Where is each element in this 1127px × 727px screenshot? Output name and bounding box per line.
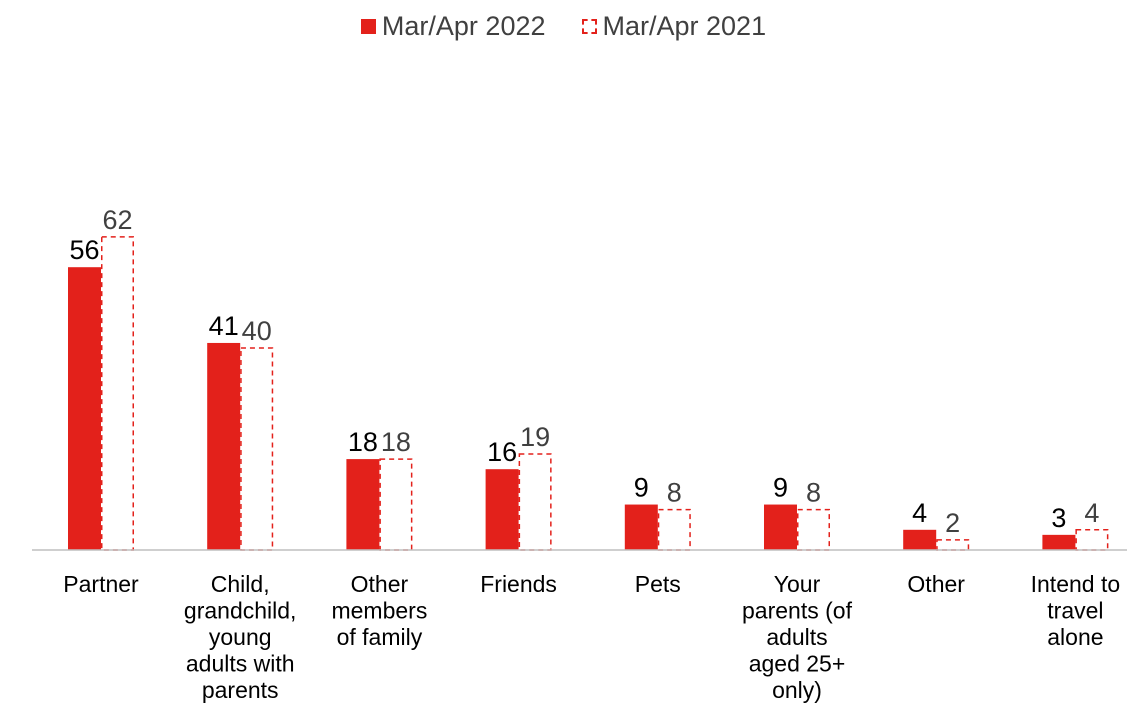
bar-2021-pets: [657, 508, 691, 551]
legend-swatch-dashed: [581, 18, 597, 34]
category-label-line: aged 25+: [749, 651, 846, 677]
value-label-2021-other-family: 18: [381, 427, 411, 457]
category-label-line: adults: [766, 624, 827, 650]
bar-2021-other-family: [379, 458, 413, 551]
bar-2021-travel-alone: [1075, 529, 1109, 551]
category-label-line: young: [209, 624, 272, 650]
legend-label-2022: Mar/Apr 2022: [381, 10, 546, 41]
category-label-line: parents: [202, 677, 279, 703]
bar-2021-partner: [101, 236, 134, 551]
value-label-2022-other: 4: [912, 498, 927, 528]
category-label-line: only): [772, 677, 822, 703]
bar-2022-friends: [485, 469, 519, 550]
category-label-line: grandchild,: [184, 598, 297, 624]
value-label-2022-pets: 9: [634, 473, 649, 503]
category-label-line: adults with: [186, 651, 295, 677]
category-label-line: Partner: [63, 571, 139, 597]
category-label-line: Intend to: [1031, 571, 1121, 597]
category-label-other-family: Other members of family: [331, 571, 427, 650]
legend-item-2021: Mar/Apr 2021: [581, 10, 767, 42]
value-label-2022-child: 41: [209, 311, 239, 341]
bar-2021-friends: [518, 453, 552, 551]
legend-label-2021: Mar/Apr 2021: [602, 10, 767, 41]
category-label-child: Child, grandchild, young adults with parents: [184, 571, 297, 703]
category-label-line: travel: [1047, 598, 1103, 624]
category-label-friends: Friends: [480, 571, 557, 597]
legend: Mar/Apr 2022 Mar/Apr 2021: [0, 8, 1127, 44]
value-label-2022-other-family: 18: [348, 427, 378, 457]
value-label-2021-child: 40: [242, 316, 272, 346]
value-label-2021-partner: 62: [102, 205, 132, 235]
bar-2021-other: [936, 539, 970, 551]
value-label-2021-friends: 19: [520, 422, 550, 452]
value-label-2022-parents: 9: [773, 473, 788, 503]
category-label-line: Your: [774, 571, 821, 597]
value-label-2022-travel-alone: 3: [1051, 503, 1066, 533]
bars-group: [68, 236, 1109, 551]
category-label-line: Pets: [635, 571, 681, 597]
category-label-other: Other: [907, 571, 965, 597]
category-label-line: of family: [337, 624, 423, 650]
category-label-line: Other: [907, 571, 965, 597]
bar-2022-travel-alone: [1042, 534, 1076, 550]
bar-2021-parents: [797, 508, 830, 551]
bar-2022-other-family: [346, 459, 380, 550]
legend-swatch-solid: [360, 18, 376, 34]
category-label-line: parents (of: [742, 598, 853, 624]
value-label-2022-partner: 56: [69, 235, 99, 265]
bar-2022-pets: [624, 504, 658, 550]
category-label-parents: Your parents (of adults aged 25+ only): [742, 571, 853, 703]
category-label-line: Other: [351, 571, 409, 597]
category-label-line: Child,: [211, 571, 270, 597]
category-label-line: alone: [1047, 624, 1103, 650]
bar-2022-other: [903, 529, 937, 550]
category-label-line: members: [331, 598, 427, 624]
value-label-2021-pets: 8: [667, 478, 682, 508]
value-label-2022-friends: 16: [487, 437, 517, 467]
category-label-line: Friends: [480, 571, 557, 597]
legend-item-2022: Mar/Apr 2022: [360, 10, 546, 42]
category-label-partner: Partner: [63, 571, 139, 597]
bar-2022-partner: [68, 267, 101, 550]
bar-2022-parents: [764, 504, 797, 550]
category-label-travel-alone: Intend to travel alone: [1031, 571, 1121, 650]
value-label-2021-parents: 8: [806, 478, 821, 508]
value-label-2021-other: 2: [945, 508, 960, 538]
bar-2022-child: [207, 342, 241, 550]
bar-2021-child: [240, 347, 274, 551]
category-label-pets: Pets: [635, 571, 681, 597]
value-label-2021-travel-alone: 4: [1084, 498, 1099, 528]
